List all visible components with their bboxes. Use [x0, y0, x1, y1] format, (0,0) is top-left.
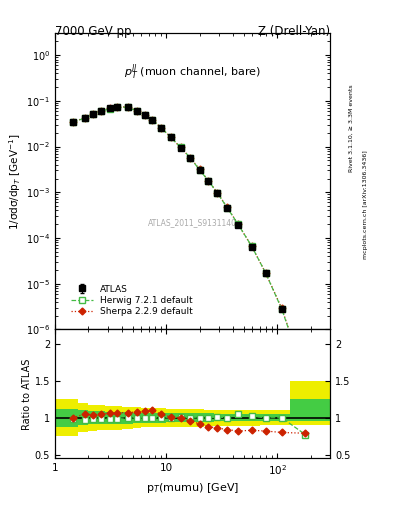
Legend: ATLAS, Herwig 7.2.1 default, Sherpa 2.2.9 default: ATLAS, Herwig 7.2.1 default, Sherpa 2.2.… — [70, 285, 193, 316]
Herwig 7.2.1 default — [215, 190, 220, 196]
Herwig 7.2.1 default — [178, 144, 183, 151]
Sherpa 2.2.9 default — [263, 270, 268, 276]
Sherpa 2.2.9 default — [197, 166, 202, 172]
Line: Sherpa 2.2.9 default: Sherpa 2.2.9 default — [70, 104, 308, 380]
Herwig 7.2.1 default — [114, 104, 119, 110]
Text: 7000 GeV pp: 7000 GeV pp — [55, 25, 132, 37]
Sherpa 2.2.9 default — [206, 178, 211, 184]
Sherpa 2.2.9 default — [279, 305, 284, 311]
Herwig 7.2.1 default — [188, 155, 193, 161]
Herwig 7.2.1 default — [150, 117, 154, 123]
Sherpa 2.2.9 default — [168, 134, 173, 140]
Text: mcplots.cern.ch [arXiv:1306.3436]: mcplots.cern.ch [arXiv:1306.3436] — [363, 151, 368, 259]
Herwig 7.2.1 default — [107, 105, 112, 112]
Sherpa 2.2.9 default — [71, 119, 75, 125]
Herwig 7.2.1 default — [125, 104, 130, 111]
Sherpa 2.2.9 default — [99, 108, 103, 114]
Sherpa 2.2.9 default — [178, 144, 183, 151]
Sherpa 2.2.9 default — [150, 116, 154, 122]
Herwig 7.2.1 default — [168, 134, 173, 140]
Herwig 7.2.1 default — [143, 112, 148, 118]
Sherpa 2.2.9 default — [143, 112, 148, 118]
Sherpa 2.2.9 default — [236, 221, 241, 227]
Sherpa 2.2.9 default — [249, 243, 254, 249]
Sherpa 2.2.9 default — [114, 103, 119, 110]
Sherpa 2.2.9 default — [188, 155, 193, 161]
Herwig 7.2.1 default — [197, 167, 202, 173]
Herwig 7.2.1 default — [263, 270, 268, 276]
Sherpa 2.2.9 default — [135, 108, 140, 114]
Herwig 7.2.1 default — [303, 375, 308, 381]
Herwig 7.2.1 default — [225, 205, 230, 211]
Sherpa 2.2.9 default — [125, 104, 130, 110]
Sherpa 2.2.9 default — [159, 124, 163, 131]
Sherpa 2.2.9 default — [225, 204, 230, 210]
Sherpa 2.2.9 default — [91, 111, 95, 117]
Herwig 7.2.1 default — [99, 108, 103, 114]
Line: Herwig 7.2.1 default: Herwig 7.2.1 default — [70, 104, 308, 381]
Text: Rivet 3.1.10, ≥ 3.3M events: Rivet 3.1.10, ≥ 3.3M events — [349, 84, 354, 172]
Herwig 7.2.1 default — [279, 306, 284, 312]
Y-axis label: 1/σdσ/dp$_T$ [GeV$^{-1}$]: 1/σdσ/dp$_T$ [GeV$^{-1}$] — [7, 133, 23, 230]
Text: $p_T^{ll}$ (muon channel, bare): $p_T^{ll}$ (muon channel, bare) — [124, 63, 261, 82]
X-axis label: p$_T$(mumu) [GeV]: p$_T$(mumu) [GeV] — [146, 481, 239, 495]
Y-axis label: Ratio to ATLAS: Ratio to ATLAS — [22, 358, 32, 430]
Herwig 7.2.1 default — [71, 119, 75, 125]
Herwig 7.2.1 default — [91, 111, 95, 117]
Sherpa 2.2.9 default — [303, 375, 308, 381]
Text: Z (Drell-Yan): Z (Drell-Yan) — [258, 25, 330, 37]
Sherpa 2.2.9 default — [215, 190, 220, 196]
Herwig 7.2.1 default — [206, 178, 211, 184]
Herwig 7.2.1 default — [82, 115, 87, 121]
Herwig 7.2.1 default — [159, 124, 163, 131]
Sherpa 2.2.9 default — [107, 105, 112, 111]
Herwig 7.2.1 default — [236, 221, 241, 227]
Herwig 7.2.1 default — [135, 108, 140, 114]
Text: ATLAS_2011_S9131140: ATLAS_2011_S9131140 — [148, 218, 237, 227]
Sherpa 2.2.9 default — [82, 115, 87, 121]
Herwig 7.2.1 default — [249, 243, 254, 249]
